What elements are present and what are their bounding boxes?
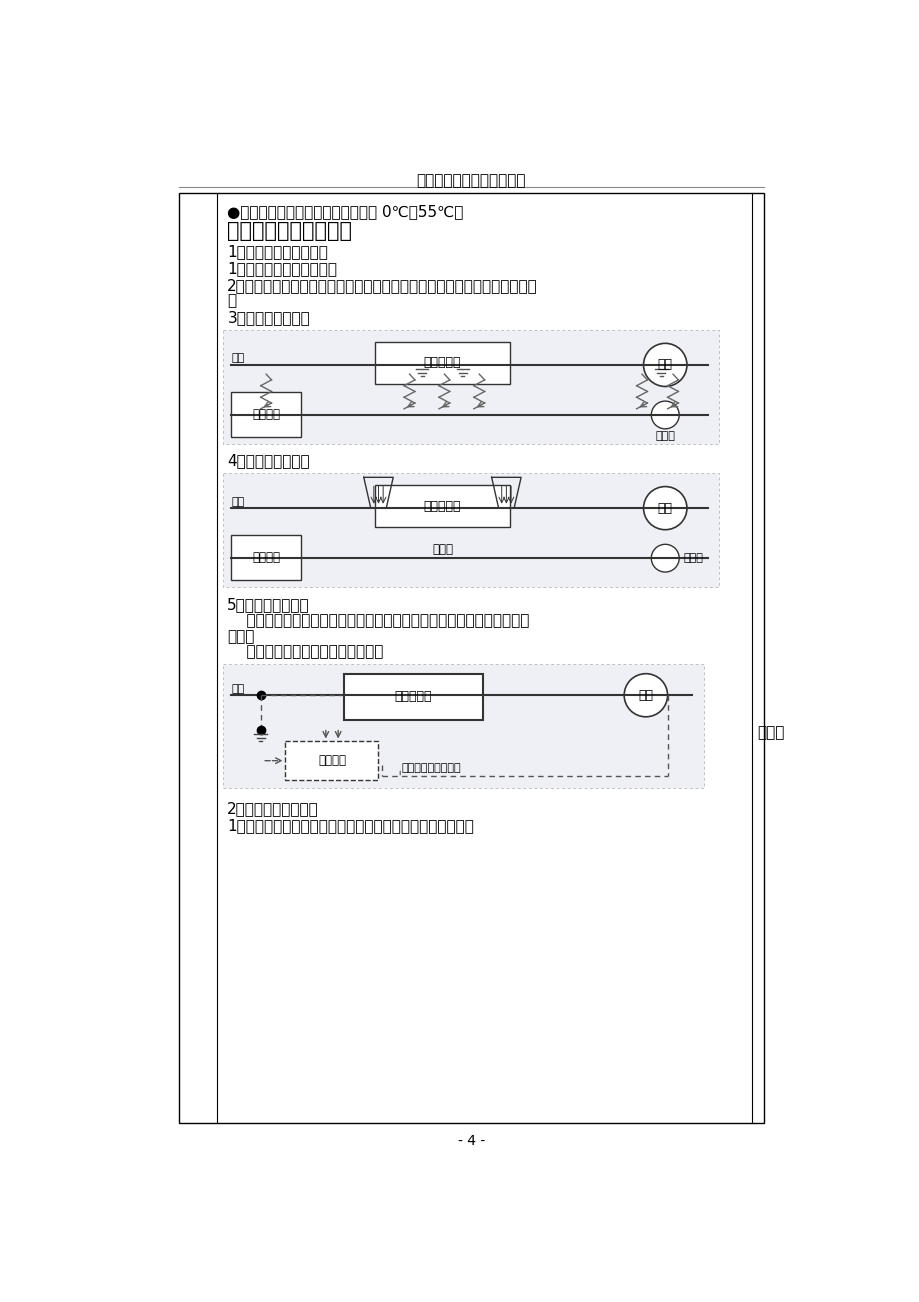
- Bar: [223, 474, 719, 587]
- Text: 4）感应噪音的干扰: 4）感应噪音的干扰: [227, 453, 310, 469]
- Text: 电子器件: 电子器件: [252, 551, 279, 564]
- Text: 四．抗干扰的相关措施: 四．抗干扰的相关措施: [227, 221, 352, 241]
- Text: 3）辐射噪音的干扰: 3）辐射噪音的干扰: [227, 310, 310, 326]
- Text: 扰: 扰: [227, 293, 236, 309]
- Circle shape: [651, 401, 678, 428]
- Bar: [178, 193, 764, 1124]
- Bar: [374, 486, 510, 527]
- Bar: [223, 664, 703, 788]
- Text: 信号线: 信号线: [431, 543, 452, 556]
- Text: 伺服放大器: 伺服放大器: [424, 357, 460, 370]
- Text: 电源: 电源: [231, 496, 244, 506]
- Text: 电子器件: 电子器件: [252, 408, 279, 421]
- Circle shape: [643, 344, 686, 387]
- Text: 2：相关的抗干扰措施: 2：相关的抗干扰措施: [227, 802, 319, 816]
- Circle shape: [651, 544, 678, 572]
- Text: 传感器: 传感器: [654, 431, 675, 441]
- Text: 电源: 电源: [231, 684, 244, 694]
- Bar: [285, 741, 378, 780]
- Text: 连接同一电源和公共地线的设备之间，因某一大功率的器件所产生的噪: 连接同一电源和公共地线的设备之间，因某一大功率的器件所产生的噪: [227, 613, 529, 629]
- Text: 2）感性负载（交流接触器、继电器等）接通关断时反向电动势引起的脉冲干: 2）感性负载（交流接触器、继电器等）接通关断时反向电动势引起的脉冲干: [227, 277, 538, 293]
- Bar: [223, 331, 719, 444]
- Text: 电子器件: 电子器件: [318, 754, 346, 767]
- Bar: [231, 535, 301, 579]
- Text: 1：干扰产生的主要原因: 1：干扰产生的主要原因: [227, 243, 328, 259]
- Text: 伺服放大器: 伺服放大器: [394, 690, 432, 703]
- Bar: [374, 342, 510, 384]
- Text: 1）电源进线端的浪涌电流: 1）电源进线端的浪涌电流: [227, 260, 337, 276]
- Text: 传感器: 传感器: [682, 553, 702, 564]
- Bar: [231, 392, 301, 436]
- Text: 5）传导噪音的干扰: 5）传导噪音的干扰: [227, 596, 310, 612]
- Text: 伺服放大器: 伺服放大器: [424, 500, 460, 513]
- Text: 电源: 电源: [231, 353, 244, 363]
- Text: 电机: 电机: [657, 501, 672, 514]
- Text: 音，可: 音，可: [227, 629, 255, 644]
- Text: 1）电源输入端加装浪涌吸收器和噪音滤波器、隔离变压器等: 1）电源输入端加装浪涌吸收器和噪音滤波器、隔离变压器等: [227, 819, 473, 833]
- Text: 流经公共地线的噪音: 流经公共地线的噪音: [402, 763, 460, 773]
- Text: ●控制单元环境温度多高？（运转时 0℃－55℃）: ●控制单元环境温度多高？（运转时 0℃－55℃）: [227, 204, 463, 219]
- Text: 对其他设备产生传导噪音的干扰。: 对其他设备产生传导噪音的干扰。: [227, 644, 383, 659]
- Bar: [344, 673, 482, 720]
- Circle shape: [623, 673, 667, 717]
- Text: 电机: 电机: [657, 358, 672, 371]
- Circle shape: [643, 487, 686, 530]
- Text: 电机: 电机: [638, 689, 652, 702]
- Text: 演示法: 演示法: [756, 725, 784, 740]
- Text: 无锡机电高等职业技术学校: 无锡机电高等职业技术学校: [416, 173, 526, 189]
- Text: - 4 -: - 4 -: [458, 1134, 484, 1148]
